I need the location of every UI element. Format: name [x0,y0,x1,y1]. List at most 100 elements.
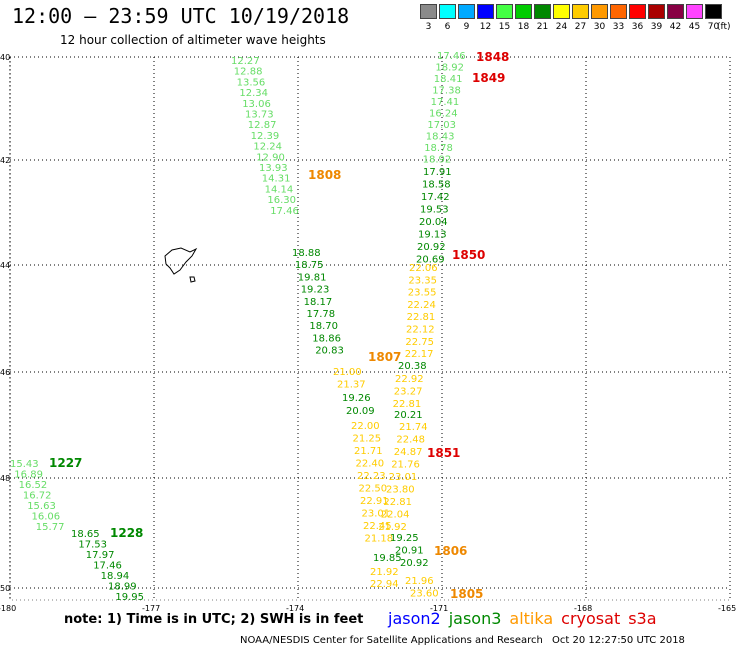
wave-height-value: 19.81 [298,272,327,283]
wave-height-value: 19.26 [342,393,371,404]
wave-height-value: 22.24 [407,300,436,311]
wave-height-value: 16.52 [19,480,48,491]
colorbar-label: 42 [669,22,682,32]
wave-height-value: 20.83 [315,346,344,357]
wave-height-value: 23.55 [408,288,437,299]
wave-height-value: 22.81 [407,312,436,323]
wave-height-value: 13.93 [259,163,288,174]
track-number-label: 1849 [472,71,505,85]
map-grid [9,56,731,601]
colorbar-label: 27 [574,22,587,32]
legend-altika: altika [509,609,554,628]
wave-height-value: 20.69 [416,255,445,266]
lat-tick-label: 42 [0,156,10,165]
wave-height-value: 23.27 [394,387,423,398]
wave-height-value: 22.81 [383,497,412,508]
track-number-label: 1848 [476,50,509,64]
wave-height-value: 24.87 [394,447,423,458]
wave-height-value: 18.78 [424,143,453,154]
wave-height-value: 21.37 [337,380,366,391]
lat-tick-label: 40 [0,53,10,62]
wave-height-value: 21.76 [391,460,420,471]
wave-height-value: 22.12 [406,325,435,336]
colorbar-swatch [534,4,551,19]
satellite-legend: jason2 jason3 altika cryosat s3a [388,609,665,628]
wave-height-value: 23.60 [410,589,439,600]
colorbar-swatch [420,4,437,19]
colorbar-units: (ft) [717,22,731,32]
map-subtitle: 12 hour collection of altimeter wave hei… [60,33,326,47]
colorbar-label: 12 [479,22,492,32]
wave-height-value: 12.87 [248,120,277,131]
wave-height-value: 16.30 [267,195,296,206]
wave-height-value: 22.40 [356,459,385,470]
wave-height-value: 18.70 [309,321,338,332]
wave-height-value: 23.80 [386,485,415,496]
legend-jason2: jason2 [388,609,441,628]
wave-height-value: 22.94 [370,579,399,590]
wave-height-value: 15.63 [27,501,56,512]
wave-height-value: 20.38 [398,361,427,372]
wave-height-value: 20.92 [417,242,446,253]
wave-height-value: 17.42 [421,192,450,203]
wave-height-value: 18.86 [312,333,341,344]
colorbar-swatch [591,4,608,19]
wave-height-value: 13.06 [242,99,271,110]
wave-height-value: 19.25 [390,533,419,544]
wave-height-value: 20.91 [395,546,424,557]
wave-height-value: 17.46 [437,51,466,62]
wave-height-value: 13.56 [237,77,266,88]
wave-height-value: 17.46 [93,561,122,572]
colorbar-label: 3 [425,22,432,32]
wave-height-value: 17.41 [431,97,460,108]
colorbar-swatch [572,4,589,19]
wave-height-value: 13.73 [245,110,274,121]
wave-height-value: 21.92 [378,522,407,533]
wave-height-value: 20.04 [419,217,448,228]
colorbar-label: 36 [631,22,644,32]
wave-height-value: 21.25 [353,434,382,445]
track-number-label: 1227 [49,456,82,470]
colorbar-swatch [686,4,703,19]
island-small-shape [189,276,196,283]
wave-height-value: 19.23 [301,285,330,296]
wave-height-value: 21.74 [399,422,428,433]
wave-height-value: 18.43 [426,132,455,143]
wave-height-value: 22.23 [357,471,386,482]
wave-height-value: 21.18 [365,534,394,545]
wave-height-value: 22.91 [360,496,389,507]
wave-height-value: 18.75 [295,260,324,271]
wave-height-value: 22.81 [393,399,422,410]
wave-height-value: 22.45 [363,521,392,532]
colorbar-label: 18 [517,22,530,32]
wave-height-value: 17.53 [78,540,107,551]
wave-height-value: 22.06 [409,263,438,274]
colorbar-swatch [610,4,627,19]
colorbar-label: 24 [555,22,568,32]
wave-height-value: 15.77 [36,522,65,533]
wave-height-value: 19.53 [420,205,449,216]
wave-height-value: 22.48 [396,435,425,446]
lat-tick-label: 46 [0,368,10,377]
colorbar-label: 30 [593,22,606,32]
colorbar-label: 45 [688,22,701,32]
wave-height-value: 12.90 [256,152,285,163]
lon-tick-label: -171 [430,604,448,613]
map-title: 12:00 – 23:59 UTC 10/19/2018 [12,4,350,28]
satellite-tracks: 12.2712.8813.5612.3413.0613.7312.8712.39… [10,51,466,603]
wave-height-value: 17.97 [86,550,115,561]
legend-s3a: s3a [628,609,657,628]
track-number-label: 1851 [427,446,460,460]
wave-height-value: 20.92 [400,558,429,569]
track-labels: 1848 1849 1808 1850 1807 1851 1227 1228 1806 1805 [49,50,509,601]
wave-height-value: 15.43 [10,459,39,470]
colorbar-label: 15 [498,22,511,32]
wave-height-value: 22.75 [405,337,434,348]
wave-height-value: 12.27 [231,56,260,67]
wave-height-value: 18.65 [71,529,100,540]
map-frame [9,56,731,601]
wave-height-value: 17.78 [307,309,336,320]
wave-height-value: 12.88 [234,67,263,78]
wave-height-value: 21.92 [370,567,399,578]
wave-height-value: 18.17 [304,297,333,308]
